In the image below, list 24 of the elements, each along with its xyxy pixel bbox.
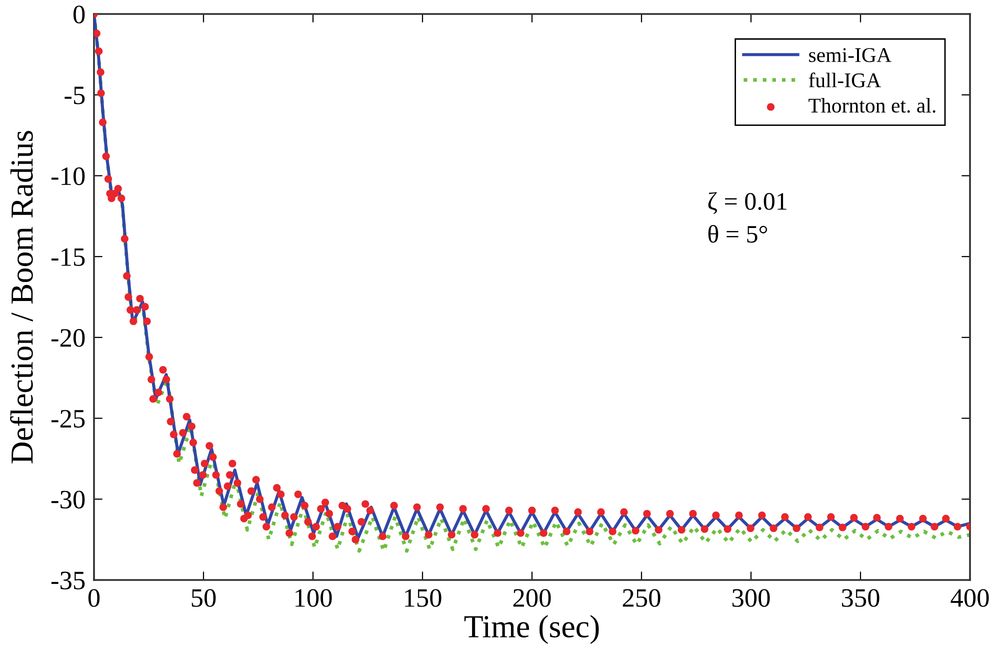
annotation: θ = 5° bbox=[708, 224, 768, 243]
y-tick-label: -25 bbox=[51, 410, 85, 428]
legend-label: full-IGA bbox=[808, 72, 881, 88]
annotation: ζ = 0.01 bbox=[708, 192, 786, 214]
y-tick-label: -30 bbox=[51, 490, 85, 509]
y-tick-label: 0 bbox=[73, 6, 85, 24]
y-tick-label: -20 bbox=[51, 329, 85, 347]
x-tick-label: 100 bbox=[296, 589, 332, 607]
x-axis-title: Time (sec) bbox=[464, 615, 599, 644]
x-tick-label: 350 bbox=[842, 589, 880, 607]
x-tick-label: 50 bbox=[192, 589, 216, 607]
legend-label: semi-IGA bbox=[809, 48, 892, 62]
y-tick-label: -10 bbox=[51, 167, 85, 186]
legend-label: Thornton et. al. bbox=[808, 98, 936, 113]
x-tick-label: 150 bbox=[405, 589, 442, 607]
x-tick-label: 300 bbox=[732, 589, 770, 607]
x-tick-label: 400 bbox=[950, 589, 989, 607]
x-tick-label: 0 bbox=[88, 589, 100, 607]
y-tick-label: -15 bbox=[51, 248, 85, 266]
x-tick-label: 250 bbox=[622, 589, 660, 607]
y-tick-label: -35 bbox=[51, 572, 85, 590]
y-axis-title: Deflection / Boom Radius bbox=[10, 130, 33, 464]
x-tick-label: 200 bbox=[513, 589, 551, 607]
y-tick-label: -5 bbox=[64, 86, 85, 104]
